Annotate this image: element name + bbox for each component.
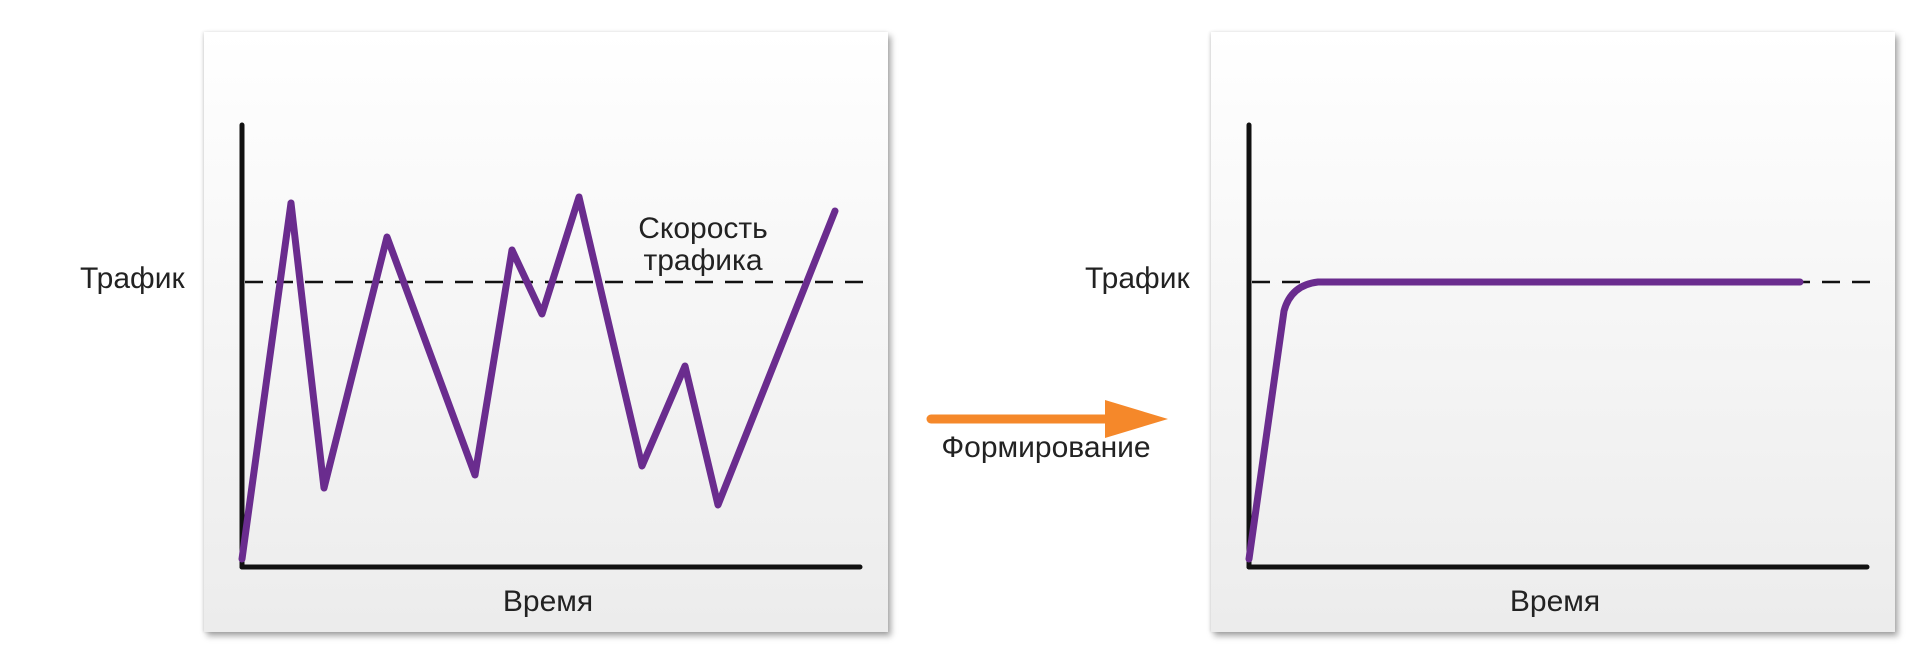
right-shaped-traffic-line [1245, 278, 1804, 563]
right-chart-panel [1211, 32, 1895, 632]
arrow-head [1105, 400, 1168, 438]
left-traffic-rate-line [238, 193, 839, 563]
series-label-line2: трафика [643, 244, 762, 277]
left-chart-panel [204, 32, 888, 632]
arrow-label: Формирование [941, 431, 1150, 464]
shaping-arrow: Формирование [926, 400, 1168, 464]
right-x-axis-label: Время [1510, 585, 1600, 618]
left-y-axis-label: Трафик [80, 262, 185, 295]
right-chart: Трафик Время [1085, 122, 1877, 618]
left-chart: Трафик Время Скорость трафика [80, 122, 870, 618]
right-y-axis-label: Трафик [1085, 262, 1190, 295]
series-label-line1: Скорость [638, 212, 768, 245]
left-x-axis-label: Время [503, 585, 593, 618]
